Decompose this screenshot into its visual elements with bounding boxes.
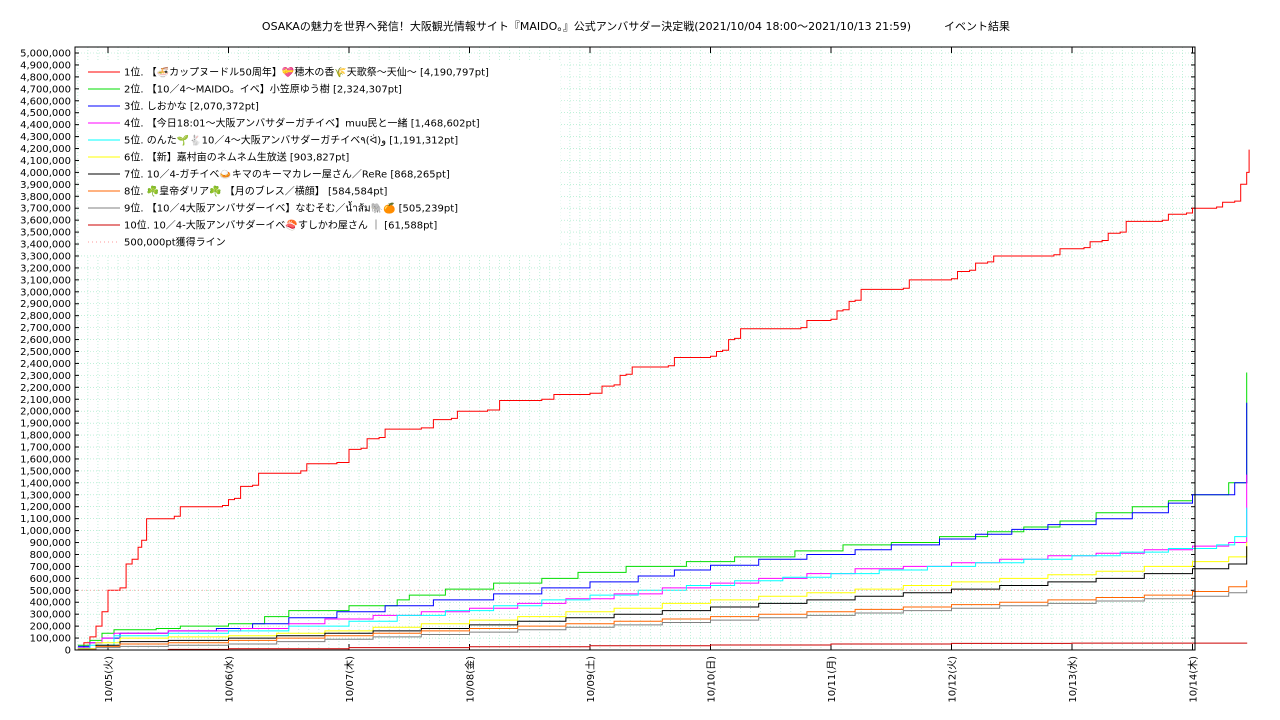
legend-label: 9位. 【10／4大阪アンバサダーイベ】なむそむ／น้ำส้ม🐘🍊 [505,2… [124, 201, 458, 215]
x-tick-label: 10/11(月) [826, 656, 838, 703]
y-tick-label: 4,100,000 [20, 156, 71, 167]
y-tick-label: 900,000 [30, 538, 71, 549]
y-tick-label: 100,000 [30, 634, 71, 645]
y-tick-label: 300,000 [30, 610, 71, 621]
chart-title: OSAKAの魅力を世界へ発信！大阪観光情報サイト『MAIDO。』公式アンバサダー… [262, 19, 1010, 33]
y-tick-label: 2,200,000 [20, 383, 71, 394]
series-line [77, 149, 1250, 650]
y-tick-label: 1,900,000 [20, 419, 71, 430]
y-tick-label: 4,000,000 [20, 168, 71, 179]
y-tick-label: 2,900,000 [20, 299, 71, 310]
y-tick-label: 3,400,000 [20, 240, 71, 251]
x-tick-label: 10/12(火) [947, 656, 959, 703]
plot-frame [74, 46, 1196, 651]
y-tick-label: 3,500,000 [20, 228, 71, 239]
y-tick-label: 4,400,000 [20, 120, 71, 131]
y-tick-label: 1,700,000 [20, 443, 71, 454]
y-tick-label: 2,800,000 [20, 311, 71, 322]
y-tick-label: 1,400,000 [20, 478, 71, 489]
legend-label: 8位. ☘️皇帝ダリア☘️ 【月のブレス／横顔】 [584,584pt] [124, 185, 388, 198]
series-line [77, 546, 1248, 650]
y-tick-label: 1,000,000 [20, 526, 71, 537]
legend-label: 3位. しおかな [2,070,372pt] [124, 100, 259, 113]
y-tick-label: 2,700,000 [20, 323, 71, 334]
legend: 1位. 【🍜カップヌードル50周年】💝穂木の香🌾天歌祭〜天仙〜 [4,190,7… [80, 62, 560, 255]
legend-label: 500,000pt獲得ライン [124, 236, 226, 249]
series-line [77, 507, 1248, 649]
y-tick-label: 3,800,000 [20, 192, 71, 203]
x-tick-label: 10/10(日) [707, 656, 718, 703]
legend-label: 4位. 【今日18:01〜大阪アンバサダーガチイベ】muu民と一緒 [1,468… [124, 117, 480, 130]
y-tick-label: 2,000,000 [20, 407, 71, 418]
y-tick-label: 3,100,000 [20, 275, 71, 286]
x-axis: 10/05(火) 10/06(水) 10/07(木) 10/08(金) 10/09(土)… [103, 47, 1200, 703]
legend-label: 2位. 【10／4〜MAIDO。イベ】小笠原ゆう樹 [2,324,307pt] [124, 83, 402, 96]
y-tick-label: 1,300,000 [20, 490, 71, 501]
y-tick-label: 2,400,000 [20, 359, 71, 370]
y-tick-label: 500,000 [30, 586, 71, 597]
series-line [77, 580, 1248, 650]
legend-label: 10位. 10／4-大阪アンバサダーイベ🍣すしかわ屋さん ｜ [61,588pt… [124, 219, 437, 232]
y-tick-label: 4,700,000 [20, 84, 71, 95]
y-tick-label: 1,500,000 [20, 466, 71, 477]
legend-label: 5位. のんた🌱🐇10／4〜大阪アンバサダーガチイベ٩(ᐛ)و [1,191,3… [124, 134, 458, 147]
y-tick-label: 4,200,000 [20, 144, 71, 155]
y-tick-label: 0 [65, 646, 71, 657]
x-tick-label: 10/09(土) [584, 656, 597, 703]
y-tick-label: 400,000 [30, 598, 71, 609]
plot-lines [77, 149, 1250, 651]
series-line [77, 402, 1248, 647]
legend-label: 1位. 【🍜カップヌードル50周年】💝穂木の香🌾天歌祭〜天仙〜 [4,190,7… [124, 66, 489, 79]
series-line [77, 589, 1248, 651]
x-tick-label: 10/05(火) [103, 656, 115, 703]
x-tick-label: 10/13(水) [1067, 656, 1079, 703]
x-tick-label: 10/14(木) [1188, 656, 1200, 703]
series-line [77, 642, 1248, 651]
x-tick-label: 10/08(金) [464, 656, 477, 703]
y-tick-label: 2,300,000 [20, 371, 71, 382]
y-tick-label: 3,900,000 [20, 180, 71, 191]
y-tick-label: 3,700,000 [20, 204, 71, 215]
y-tick-label: 5,000,000 [20, 49, 71, 60]
y-tick-label: 600,000 [30, 574, 71, 585]
y-tick-label: 4,600,000 [20, 96, 71, 107]
y-tick-label: 200,000 [30, 622, 71, 633]
y-tick-label: 2,500,000 [20, 347, 71, 358]
y-tick-label: 1,100,000 [20, 514, 71, 525]
y-tick-label: 1,200,000 [20, 502, 71, 513]
y-tick-label: 800,000 [30, 550, 71, 561]
y-tick-label: 1,800,000 [20, 431, 71, 442]
y-tick-label: 4,800,000 [20, 72, 71, 83]
legend-label: 6位. 【新】嘉村亩のネムネム生放送 [903,827pt] [124, 151, 349, 164]
y-tick-label: 3,000,000 [20, 287, 71, 298]
y-tick-label: 700,000 [30, 562, 71, 573]
x-tick-label: 10/06(水) [224, 656, 236, 703]
legend-label: 7位. 10／4-ガチイベ🍛キマのキーマカレー屋さん／ReRe [868,265… [124, 168, 450, 181]
y-tick-label: 2,600,000 [20, 335, 71, 346]
y-tick-label: 4,300,000 [20, 132, 71, 143]
y-tick-label: 3,600,000 [20, 216, 71, 227]
legend-box [80, 62, 560, 255]
y-tick-label: 3,300,000 [20, 251, 71, 262]
y-axis: 0100,000200,000300,000400,000500,000600,… [20, 49, 1195, 657]
y-tick-label: 2,100,000 [20, 395, 71, 406]
y-tick-label: 3,200,000 [20, 263, 71, 274]
y-tick-label: 1,600,000 [20, 454, 71, 465]
series-line [77, 372, 1248, 646]
y-tick-label: 4,900,000 [20, 60, 71, 71]
y-tick-label: 4,500,000 [20, 108, 71, 119]
series-line [77, 542, 1248, 650]
x-tick-label: 10/07(木) [344, 656, 356, 703]
